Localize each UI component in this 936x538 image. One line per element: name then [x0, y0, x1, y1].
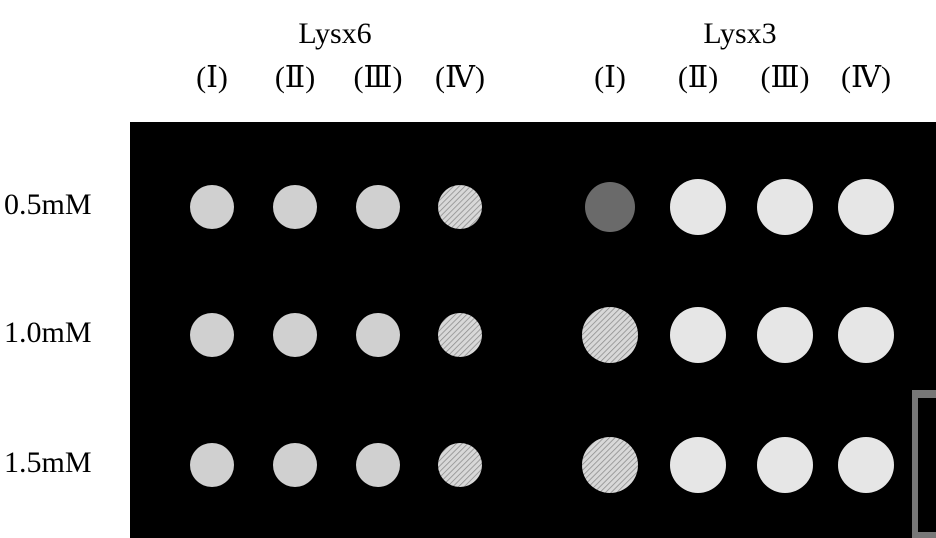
row-label: 1.0mM [4, 316, 92, 349]
spot [190, 313, 234, 357]
column-label: (Ⅰ) [594, 61, 626, 94]
spot [838, 179, 894, 235]
spot [838, 437, 894, 493]
group-title: Lysx3 [703, 17, 776, 50]
column-label: (Ⅰ) [196, 61, 228, 94]
spot [273, 313, 317, 357]
column-label: (Ⅳ) [435, 61, 485, 94]
spot [670, 437, 726, 493]
plate-background [130, 122, 936, 538]
column-label: (Ⅱ) [678, 61, 718, 94]
spot [273, 443, 317, 487]
spot [438, 313, 482, 357]
spot [438, 443, 482, 487]
spot [273, 185, 317, 229]
group-title: Lysx6 [298, 17, 371, 50]
column-label: (Ⅱ) [275, 61, 315, 94]
spot [838, 307, 894, 363]
spot [356, 313, 400, 357]
spot [438, 185, 482, 229]
spot [356, 185, 400, 229]
spot [190, 185, 234, 229]
column-label: (Ⅳ) [841, 61, 891, 94]
edge-strip-inner [918, 398, 936, 532]
spot [190, 443, 234, 487]
spot [670, 179, 726, 235]
spot [757, 307, 813, 363]
column-label: (Ⅲ) [761, 61, 810, 94]
row-label: 0.5mM [4, 188, 92, 221]
spot [582, 307, 638, 363]
spot [585, 182, 635, 232]
spot [757, 437, 813, 493]
spot [582, 437, 638, 493]
spot [670, 307, 726, 363]
spot [356, 443, 400, 487]
column-label: (Ⅲ) [354, 61, 403, 94]
spot [757, 179, 813, 235]
row-label: 1.5mM [4, 446, 92, 479]
